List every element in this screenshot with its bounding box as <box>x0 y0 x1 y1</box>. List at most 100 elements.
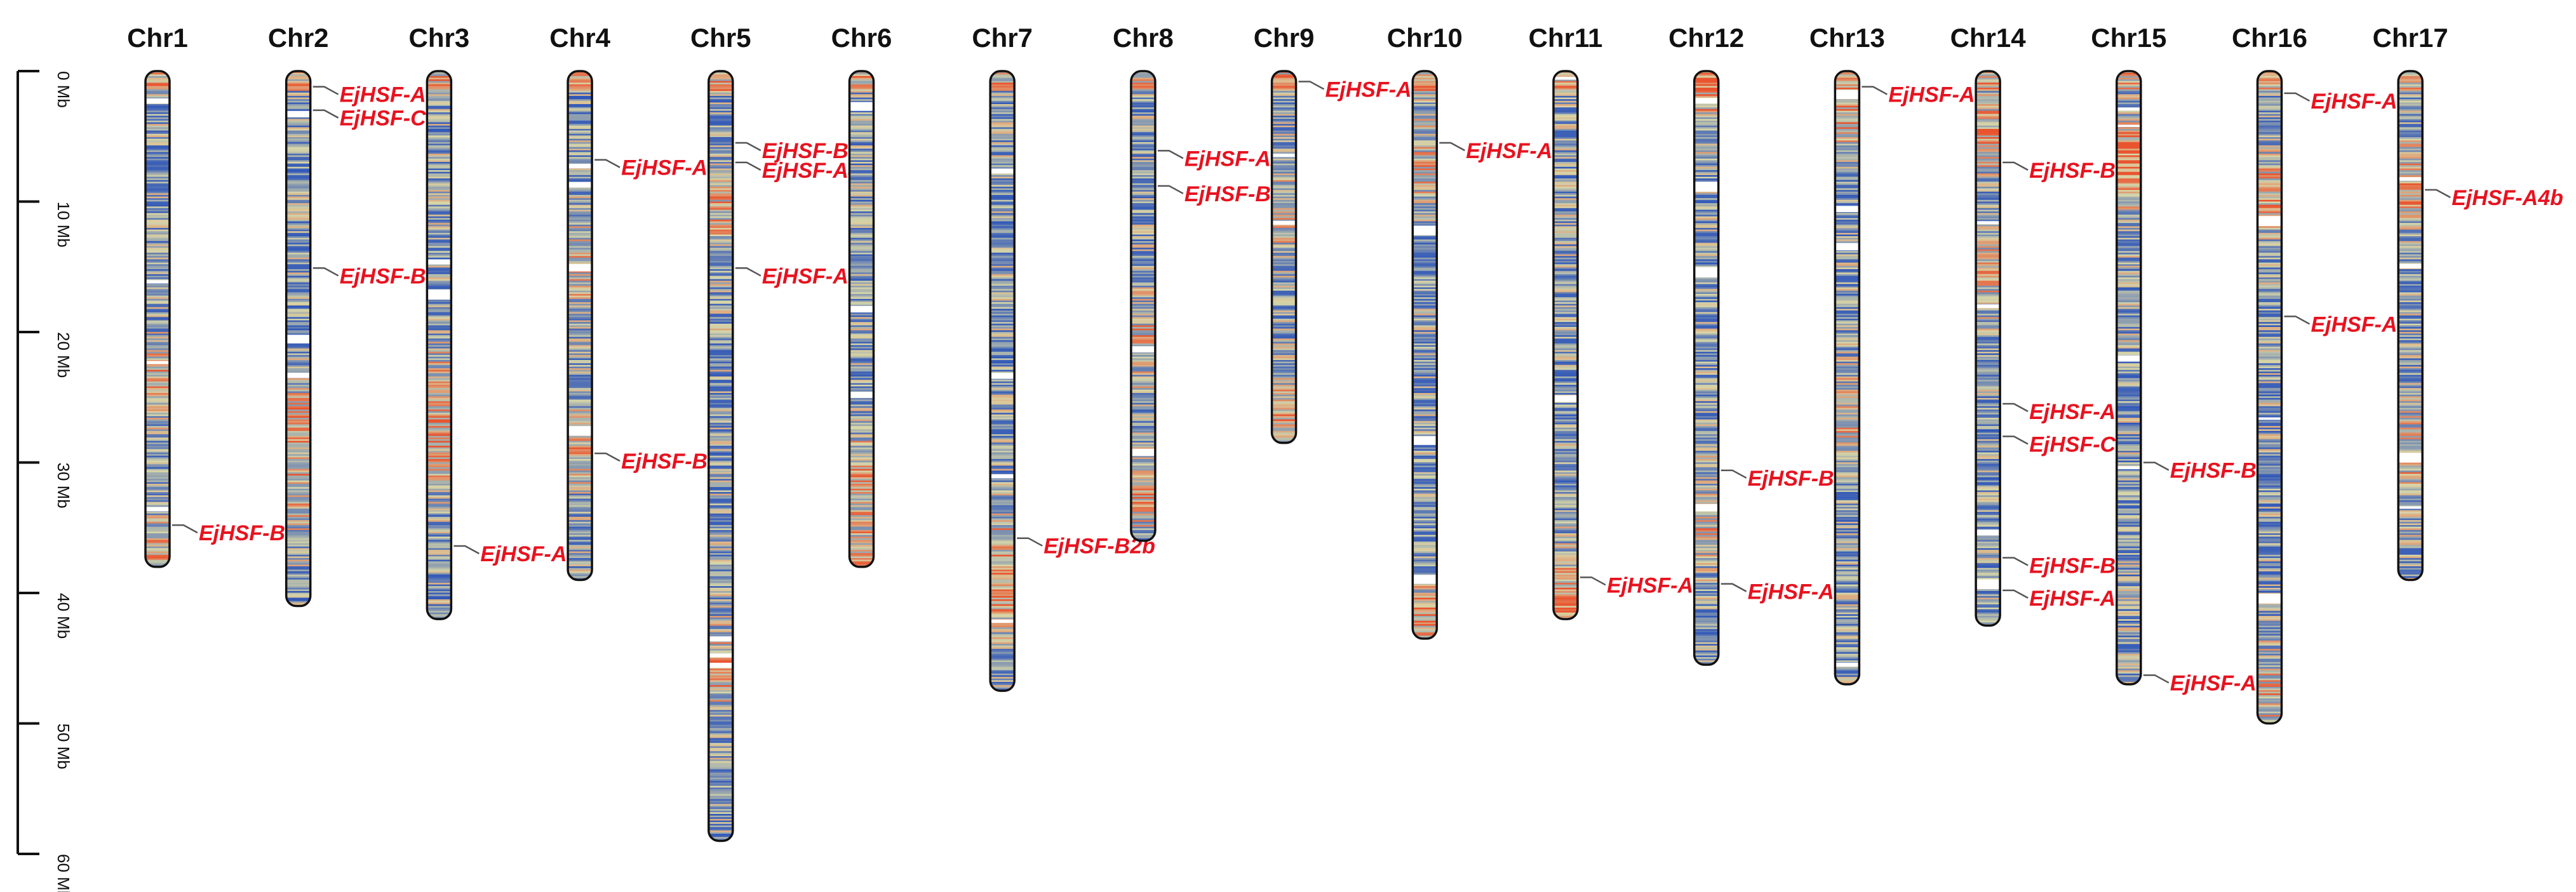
chromosome-outline <box>848 70 875 568</box>
chromosome-outline <box>2397 70 2424 582</box>
chromosome-chr17: Chr17 EjHSF-A4b <box>2373 23 2563 582</box>
density-bands <box>1271 71 1296 443</box>
chromosome-title: Chr8 <box>1113 23 1174 53</box>
gene-leader-line <box>2002 436 2029 445</box>
chromosome-chr14: Chr14EjHSF-B3aEjHSF-A9aEjHSF-C1aEjHSF-B4… <box>1950 23 2140 627</box>
chromosome-title: Chr15 <box>2091 23 2166 53</box>
gene-leader-line <box>1721 583 1747 592</box>
chromosome-title: Chr6 <box>831 23 892 53</box>
gene-leader-line <box>1157 185 1184 194</box>
gene-leader-line <box>312 86 339 95</box>
gene-leader-line <box>2284 316 2311 325</box>
gene-leader-line <box>1157 150 1184 159</box>
gene-leader-line <box>2002 557 2029 566</box>
gene-leader-line <box>735 142 761 152</box>
gene-leader-line <box>312 267 339 277</box>
chromosome-outline <box>2116 70 2142 686</box>
gene-leader-line <box>1580 576 1606 586</box>
density-bands <box>427 71 452 620</box>
density-bands <box>286 71 311 606</box>
gene-leader-line <box>594 159 621 168</box>
density-bands <box>1130 71 1155 541</box>
gene-leader-line <box>2002 161 2029 171</box>
scale-tick-label: 60 Mb <box>54 854 73 892</box>
chromosome-title: Chr13 <box>1809 23 1885 53</box>
density-bands <box>568 71 593 580</box>
scale-tick-label: 30 Mb <box>54 463 73 509</box>
chromosome-title: Chr3 <box>409 23 470 53</box>
density-bands <box>990 71 1015 691</box>
chromosome-title: Chr9 <box>1254 23 1315 53</box>
chromosome-title: Chr12 <box>1668 23 1744 53</box>
gene-leader-line <box>594 452 621 462</box>
gene-leader-line <box>2143 462 2170 471</box>
chromosome-title: Chr14 <box>1950 23 2027 53</box>
density-bands <box>708 71 733 841</box>
gene-leader-line <box>1721 469 1747 479</box>
chromosome-chr6: Chr6 <box>831 23 892 568</box>
density-bands <box>145 71 170 567</box>
scale-tick-label: 0 Mb <box>54 71 73 108</box>
scale-tick-label: 10 Mb <box>54 202 73 248</box>
chromosome-outline <box>285 70 312 608</box>
chromosome-outline <box>1130 70 1157 542</box>
gene-leader-line <box>1017 537 1043 547</box>
density-bands <box>1412 71 1437 639</box>
chromosome-title: Chr1 <box>127 23 188 53</box>
chromosome-title: Chr11 <box>1529 23 1603 53</box>
chromosome-title: Chr17 <box>2373 23 2448 53</box>
gene-leader-line <box>172 524 198 534</box>
gene-leader-line <box>2002 589 2029 599</box>
chromosome-title: Chr16 <box>2232 23 2307 53</box>
gene-leader-line <box>2425 189 2451 199</box>
chromosome-outline <box>1270 70 1298 444</box>
chromosome-title: Chr4 <box>549 23 610 53</box>
density-bands <box>849 71 874 567</box>
gene-leader-line <box>2143 674 2170 684</box>
density-bands <box>1976 71 2001 626</box>
chromosome-outline <box>1411 70 1439 640</box>
chromosome-outline <box>144 70 171 568</box>
scale-tick-label: 40 Mb <box>54 593 73 639</box>
scale-tick-label: 50 Mb <box>54 724 73 769</box>
scale-tick-label: 20 Mb <box>54 332 73 378</box>
chromosome-set: Chr1EjHSF-B2cChr2EjHSF-A9bEjHSF-C1bEjHSF… <box>127 23 2563 842</box>
gene-leader-line <box>1439 142 1465 152</box>
density-bands <box>1835 71 1860 684</box>
chromosome-outline <box>1693 70 1720 666</box>
density-bands <box>1694 71 1719 665</box>
gene-leader-line <box>312 109 339 119</box>
chromosome-title: Chr2 <box>268 23 329 53</box>
density-bands <box>2257 71 2282 724</box>
gene-label: EjHSF-A4b <box>2452 186 2563 210</box>
chromosome-outline <box>1834 70 1861 686</box>
gene-leader-line <box>1862 86 1888 95</box>
gene-leader-line <box>2002 403 2029 413</box>
chromosome-title: Chr10 <box>1387 23 1463 53</box>
chromosome-outline <box>989 70 1016 692</box>
chromosome-title: Chr5 <box>690 23 751 53</box>
scale-bar: 0 Mb 10 Mb 20 Mb 30 Mb 40 Mb 50 Mb 60 Mb <box>17 70 73 892</box>
chromosome-title: Chr7 <box>972 23 1033 53</box>
gene-leader-line <box>735 161 761 171</box>
chromosome-outline <box>1975 70 2001 627</box>
chromosome-outline <box>1552 70 1579 620</box>
gene-leader-line <box>1298 81 1325 90</box>
chromosome-outline <box>567 70 593 582</box>
density-bands <box>2116 71 2141 684</box>
